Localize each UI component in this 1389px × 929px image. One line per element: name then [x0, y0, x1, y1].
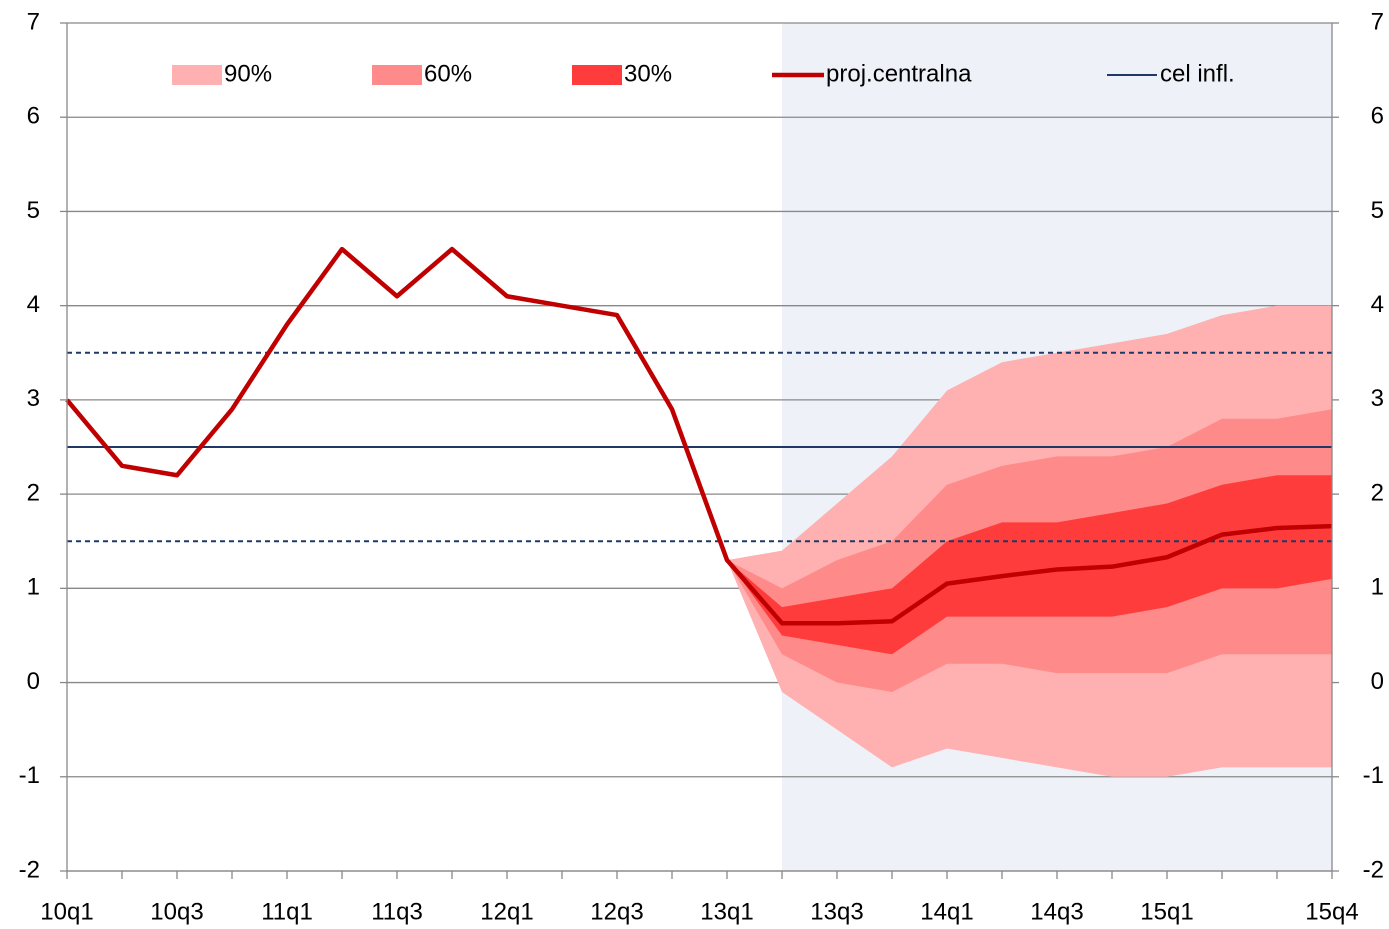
y-tick-label: -2 [19, 856, 40, 883]
x-tick-label: 15q4 [1305, 898, 1358, 925]
y2-tick-label: 6 [1371, 103, 1384, 130]
x-tick-label: 10q1 [40, 898, 93, 925]
x-tick-label: 13q1 [700, 898, 753, 925]
y-tick-label: 1 [27, 574, 40, 601]
x-tick-label: 12q3 [590, 898, 643, 925]
legend-label: cel infl. [1160, 60, 1235, 87]
legend-label: 60% [424, 60, 472, 87]
y2-tick-label: 0 [1371, 668, 1384, 695]
y2-tick-label: -1 [1363, 762, 1384, 789]
legend-swatch [572, 65, 622, 85]
legend-swatch [172, 65, 222, 85]
x-tick-label: 13q3 [810, 898, 863, 925]
y-tick-label: 0 [27, 668, 40, 695]
x-tick-label: 11q3 [371, 898, 423, 925]
y2-tick-label: 3 [1371, 385, 1384, 412]
y2-tick-label: 1 [1371, 574, 1384, 601]
fan-band [727, 475, 1332, 655]
y2-tick-label: 2 [1371, 479, 1384, 506]
line-series [65, 246, 1333, 626]
x-tick-label: 12q1 [480, 898, 533, 925]
y2-tick-label: 4 [1371, 291, 1384, 318]
y-tick-label: 3 [27, 385, 40, 412]
y-tick-label: -1 [19, 762, 40, 789]
x-tick-label: 14q3 [1030, 898, 1083, 925]
y2-tick-label: -2 [1363, 856, 1384, 883]
x-tick-label: 15q1 [1140, 898, 1193, 925]
legend-label: proj.centralna [826, 60, 972, 87]
y-tick-label: 2 [27, 479, 40, 506]
x-tick-label: 14q1 [920, 898, 973, 925]
y2-tick-label: 5 [1371, 197, 1384, 224]
y2-tick-label: 7 [1371, 8, 1384, 35]
y-tick-label: 6 [27, 103, 40, 130]
x-tick-label: 11q1 [261, 898, 313, 925]
legend-label: 30% [624, 60, 672, 87]
y-tick-label: 4 [27, 291, 40, 318]
y-tick-label: 7 [27, 8, 40, 35]
legend-label: 90% [224, 60, 272, 87]
legend-swatch [372, 65, 422, 85]
y-tick-label: 5 [27, 197, 40, 224]
x-tick-label: 10q3 [150, 898, 203, 925]
